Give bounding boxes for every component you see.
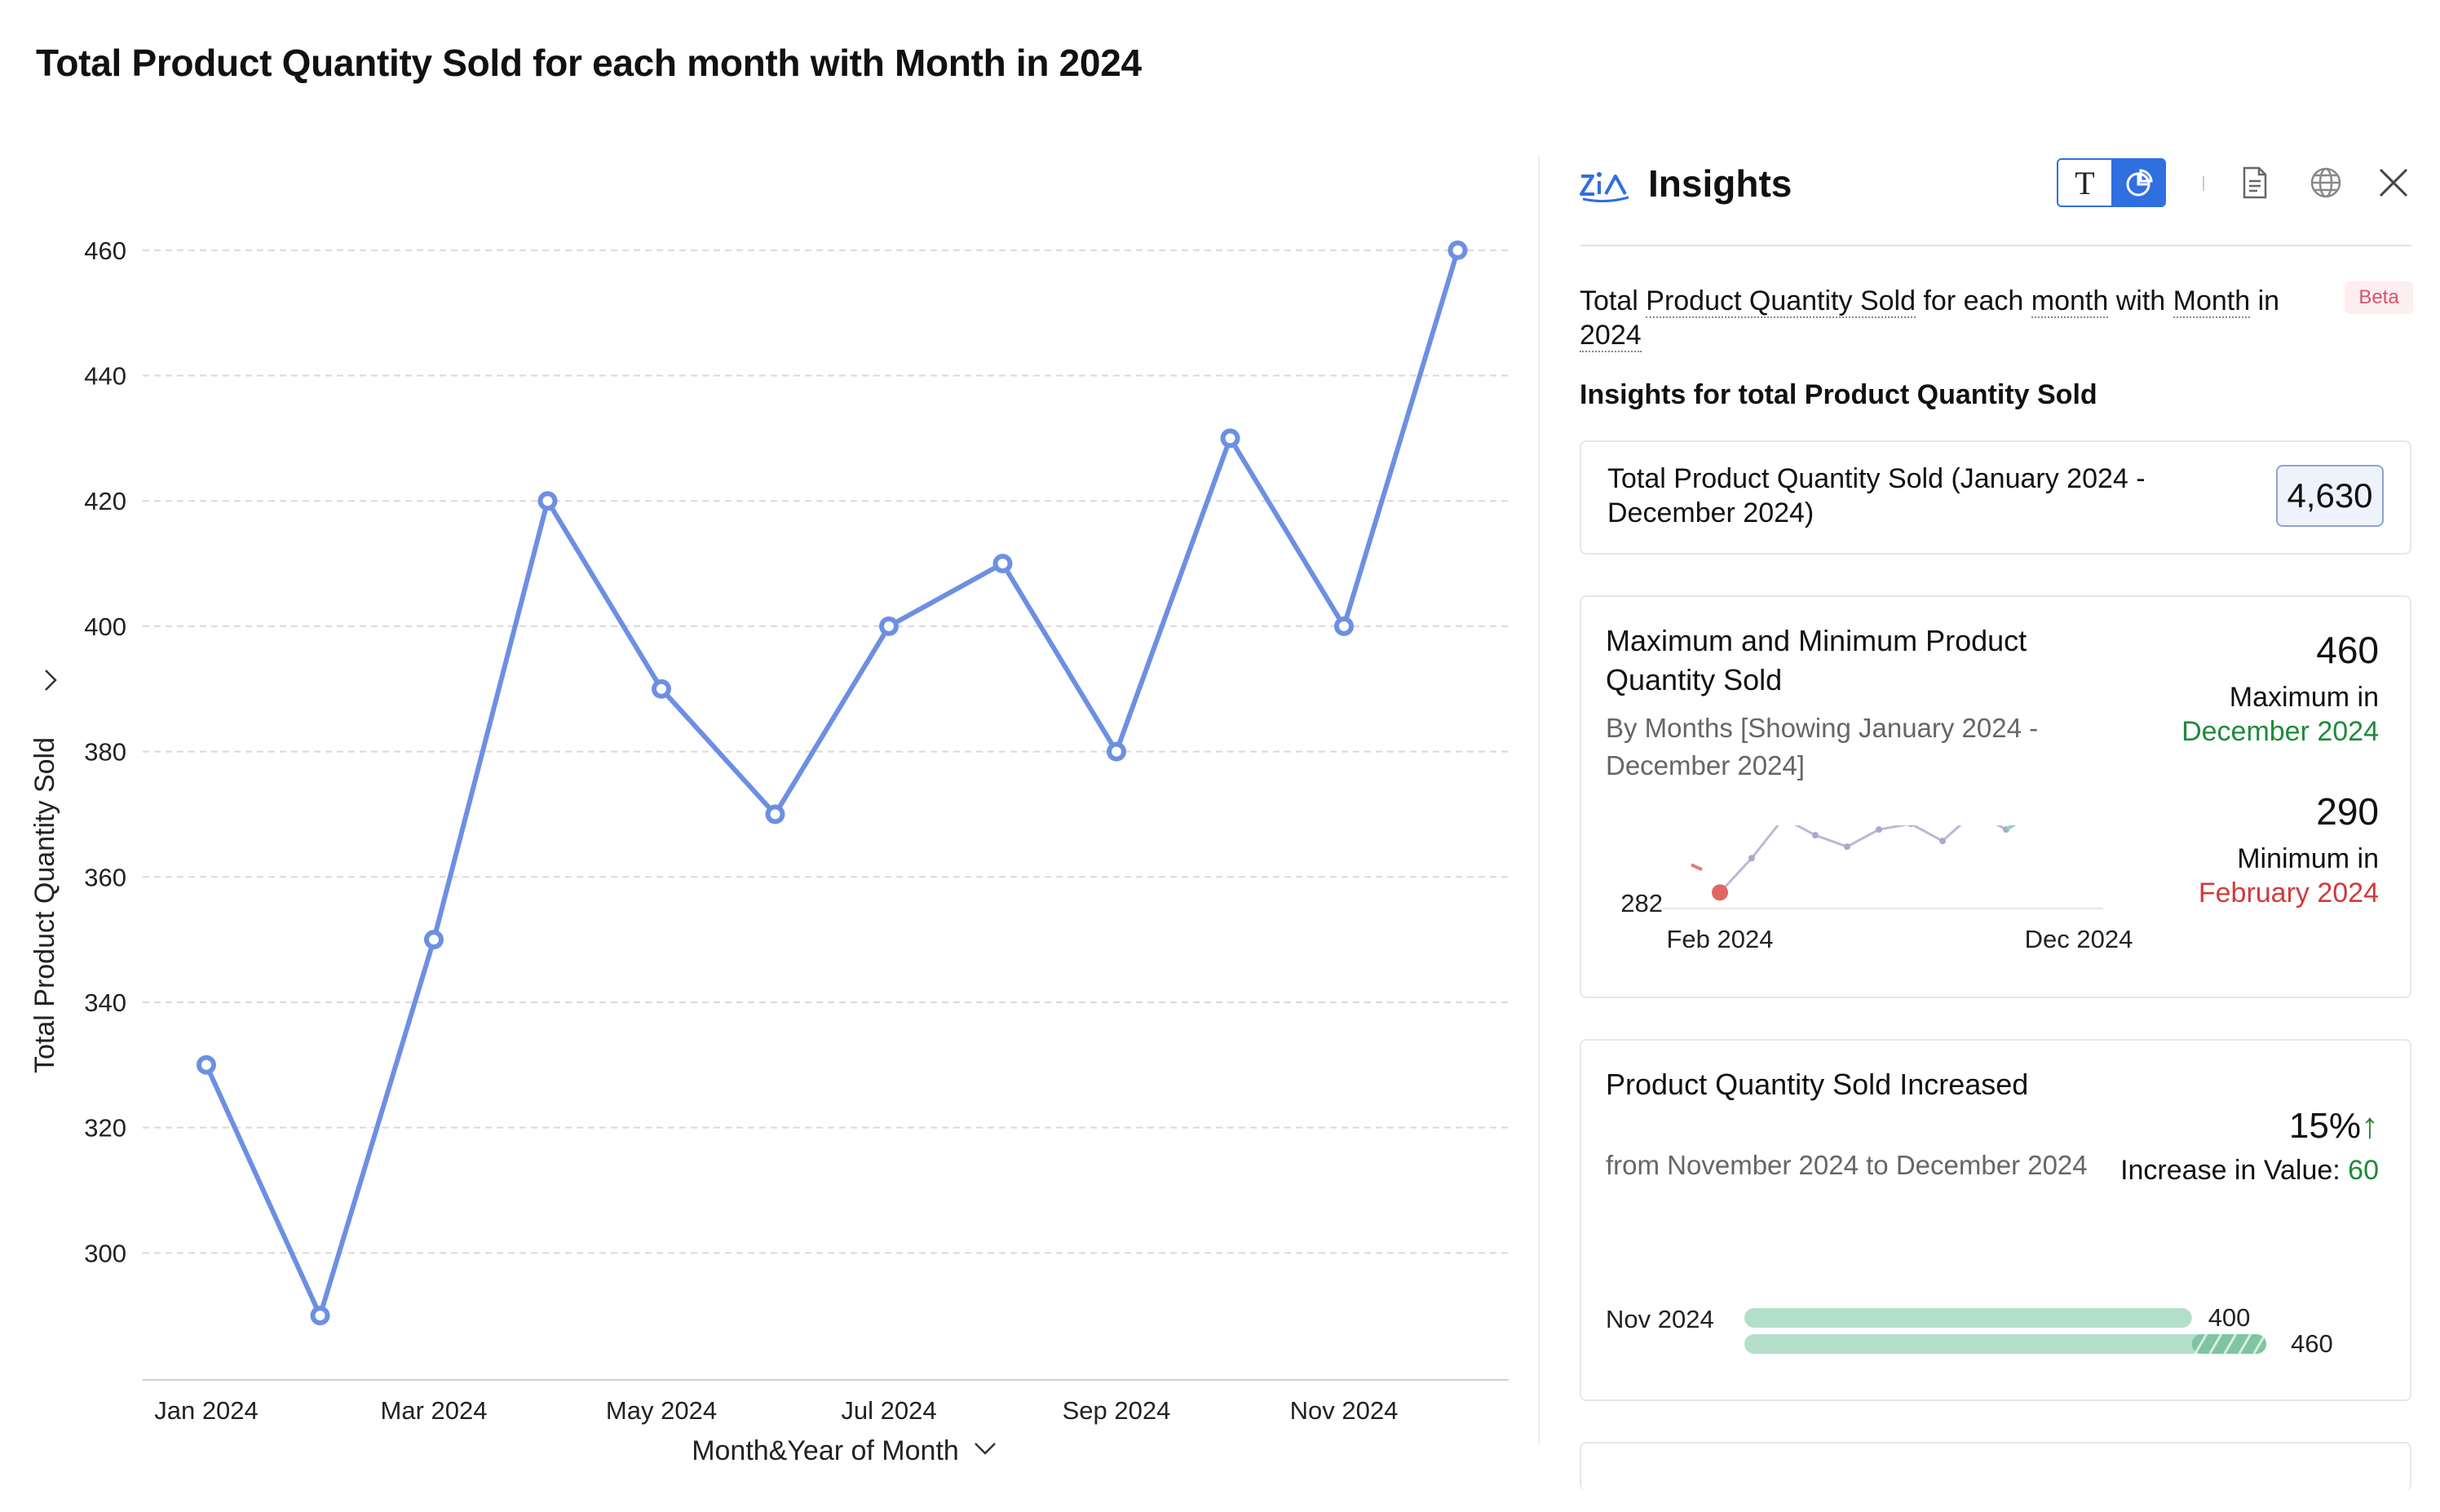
spark-point [1907,825,1914,828]
data-point-center [997,559,1008,569]
maxmin-title: Maximum and Minimum Product Quantity Sol… [1606,624,2027,696]
spark-point [1844,843,1850,851]
bar-from [1744,1308,2192,1328]
min-period: February 2024 [2198,878,2379,909]
bar-hatch [2252,1333,2266,1355]
change-percent: 15%↑ [2288,1106,2379,1146]
x-tick-label: May 2024 [606,1396,717,1425]
close-icon[interactable] [2376,165,2411,201]
y-tick-label: 440 [84,362,126,391]
document-icon[interactable] [2236,165,2272,201]
line-chart: 300 320 340 360 380 400 420 440 460 Jan 2024 Mar 2… [29,237,1509,1466]
data-point-center [429,935,439,945]
x-axis-title: Month&Year of Month [692,1435,959,1466]
spark-tail-right [2005,825,2017,831]
spark-point [1812,832,1819,839]
y-tick-label: 420 [84,487,126,515]
total-label: Total Product Quantity Sold (January 202… [1607,463,2146,528]
text-view-button[interactable]: T [2058,160,2111,206]
insights-header: Insights T [1580,155,2411,246]
text-view-icon: T [2075,164,2095,201]
spark-y-label: 282 [1620,889,1663,917]
y-axis-title: Total Product Quantity Sold [29,737,60,1073]
spark-end-label: Dec 2024 [2025,925,2133,953]
x-tick-label: Jul 2024 [841,1396,936,1425]
maxmin-card: Maximum and Minimum Product Quantity Sol… [1580,595,2411,998]
data-point-center [1452,245,1463,255]
total-card: Total Product Quantity Sold (January 202… [1580,440,2411,555]
next-card [1580,1442,2411,1491]
increase-value: Increase in Value: 60 [2120,1155,2379,1186]
maxmin-subtitle: By Months [Showing January 2024 - Decemb… [1606,713,2039,780]
bar-period-label: Nov 2024 [1606,1305,1714,1333]
spark-min-point [1712,884,1728,901]
data-point-center [1225,433,1235,444]
y-tick-label: 360 [84,863,126,891]
chart-view-button[interactable] [2111,160,2164,206]
query-filter-field[interactable]: Month [2173,285,2251,318]
spark-tail-left [1691,863,1703,872]
data-point-center [315,1311,325,1321]
insights-panel: Insights T [1580,155,2413,1491]
min-label: Minimum in February 2024 [2198,843,2379,909]
pie-chart-icon [2126,169,2153,197]
data-point-center [201,1059,211,1070]
bar-to-value: 460 [2291,1329,2333,1358]
data-point-center [770,809,780,820]
query-dimension[interactable]: month [2031,285,2109,318]
header-separator [2203,176,2204,191]
change-subtitle: from November 2024 to December 2024 [1606,1150,2088,1180]
view-toggle: T [2057,158,2166,207]
change-card: Product Quantity Sold Increased from Nov… [1580,1039,2411,1401]
data-point-center [542,496,553,506]
x-axis-chevron-icon [975,1443,996,1455]
data-point-center [1339,621,1349,631]
x-tick-label: Sep 2024 [1063,1396,1171,1425]
up-arrow-icon: ↑ [2361,1106,2379,1146]
max-value: 460 [2316,629,2379,671]
bar-to [1744,1334,2266,1354]
insight-query: Total Product Quantity Sold for each mon… [1580,285,2280,352]
bar-hatch [2194,1333,2208,1355]
page-title: Total Product Quantity Sold for each mon… [36,42,1142,84]
y-tick-label: 400 [84,612,126,641]
spark-point [1748,855,1755,862]
bar-hatch [2208,1333,2222,1355]
globe-icon[interactable] [2308,165,2344,201]
data-point-center [656,683,666,694]
bar-from-value: 400 [2208,1303,2251,1332]
insights-title: Insights [1648,162,1792,205]
series-line [204,249,1461,1319]
bar-hatch [2223,1333,2237,1355]
bar-hatch [2238,1333,2252,1355]
max-label: Maximum in December 2024 [2181,682,2379,747]
query-measure[interactable]: Product Quantity Sold [1646,285,1916,318]
x-tick-label: Nov 2024 [1290,1396,1399,1425]
zia-logo-icon [1580,172,1629,203]
y-tick-label: 380 [84,738,126,767]
panel-divider [1538,155,1540,1443]
beta-badge: Beta [2345,281,2413,314]
y-tick-label: 340 [84,988,126,1017]
comparison-bars: Nov 2024 400 460 [1606,1303,2333,1358]
y-tick-label: 300 [84,1239,126,1267]
spark-point [1939,838,1946,845]
spark-point [1876,826,1882,833]
min-value: 290 [2316,790,2379,833]
y-tick-label: 460 [84,237,126,265]
data-point-center [884,621,894,631]
change-title: Product Quantity Sold Increased [1606,1068,2029,1101]
x-tick-label: Jan 2024 [154,1396,259,1425]
total-value: 4,630 [2276,465,2384,527]
max-period: December 2024 [2181,716,2379,747]
insights-section-heading: Insights for total Product Quantity Sold [1580,379,2097,410]
y-tick-label: 320 [84,1114,126,1143]
y-axis-chevron-icon [45,670,57,691]
spark-start-label: Feb 2024 [1667,925,1774,953]
data-point-center [1112,746,1121,757]
query-filter-value[interactable]: 2024 [1580,320,1642,352]
x-tick-label: Mar 2024 [381,1396,488,1425]
spark-line [1718,825,2007,894]
